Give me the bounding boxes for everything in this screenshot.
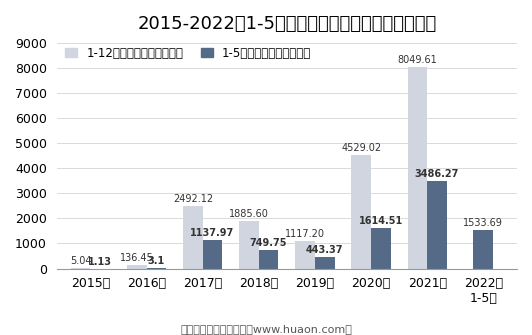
Text: 2018年: 2018年 <box>239 277 278 290</box>
Text: 1533.69: 1533.69 <box>463 218 503 228</box>
Bar <box>473 230 493 269</box>
Text: 2022年
1-5月: 2022年 1-5月 <box>464 277 503 305</box>
Bar <box>239 221 259 269</box>
Text: 2019年: 2019年 <box>295 277 335 290</box>
Bar <box>371 228 390 269</box>
Text: 443.37: 443.37 <box>306 246 344 256</box>
Text: 136.45: 136.45 <box>120 253 154 263</box>
Text: 2015年: 2015年 <box>71 277 110 290</box>
Title: 2015-2022年1-5月郑州商品交易所锰硅期货成交量: 2015-2022年1-5月郑州商品交易所锰硅期货成交量 <box>137 15 436 33</box>
Text: 1614.51: 1614.51 <box>359 216 403 226</box>
Bar <box>352 155 371 269</box>
Text: 1.13: 1.13 <box>88 257 112 267</box>
Text: 8049.61: 8049.61 <box>397 55 437 65</box>
Bar <box>427 181 447 269</box>
Text: 2492.12: 2492.12 <box>173 194 213 204</box>
Bar <box>315 258 335 269</box>
Text: 2020年: 2020年 <box>352 277 390 290</box>
Bar <box>259 250 278 269</box>
Text: 1137.97: 1137.97 <box>190 228 235 238</box>
Bar <box>203 240 222 269</box>
Bar <box>408 67 427 269</box>
Text: 2021年: 2021年 <box>408 277 447 290</box>
Text: 4529.02: 4529.02 <box>341 143 381 153</box>
Text: 制图：华经产业研究院（www.huaon.com）: 制图：华经产业研究院（www.huaon.com） <box>180 324 352 334</box>
Text: 1885.60: 1885.60 <box>229 209 269 219</box>
Text: 3486.27: 3486.27 <box>415 169 459 179</box>
Text: 2016年: 2016年 <box>127 277 166 290</box>
Bar <box>295 241 315 269</box>
Text: 749.75: 749.75 <box>250 238 287 248</box>
Legend: 1-12月期货成交量（万手）, 1-5月期货成交量（万手）: 1-12月期货成交量（万手）, 1-5月期货成交量（万手） <box>63 44 314 62</box>
Text: 1117.20: 1117.20 <box>285 228 325 239</box>
Bar <box>127 265 146 269</box>
Text: 3.1: 3.1 <box>148 257 165 266</box>
Text: 5.04: 5.04 <box>70 256 92 266</box>
Bar <box>183 206 203 269</box>
Text: 2017年: 2017年 <box>183 277 222 290</box>
